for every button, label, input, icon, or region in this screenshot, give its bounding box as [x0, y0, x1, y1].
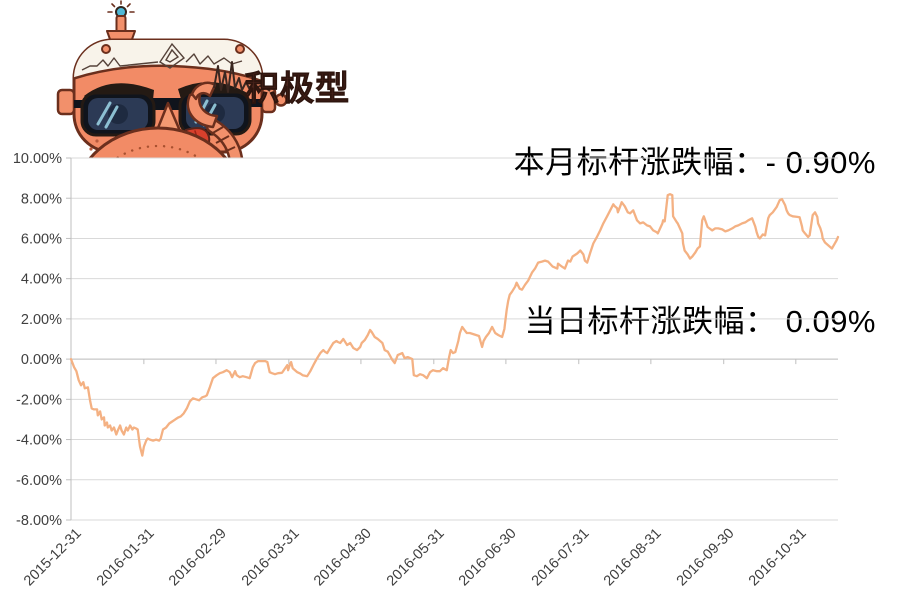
y-tick-label: 4.00%: [21, 272, 62, 288]
robot-antenna-icon: [106, 0, 136, 43]
mascot-robot: 积极型: [56, 0, 350, 158]
x-tick-label: 2016-05-31: [384, 526, 448, 590]
y-tick-label: 2.00%: [21, 312, 62, 328]
robot-body: [88, 126, 228, 158]
signal-waveform-icon: [213, 61, 271, 93]
x-tick-label: 2016-07-31: [529, 526, 593, 590]
y-tick-label: -2.00%: [16, 392, 62, 408]
headline-monthly-change: 本月标杆涨跌幅：- 0.90%: [513, 145, 876, 180]
line-chart: 10.00% 8.00% 6.00% 4.00% 2.00% 0.00% -2.00% -4.…: [13, 151, 840, 590]
y-tick-label: -6.00%: [16, 473, 62, 489]
y-tick-label: 10.00%: [13, 151, 62, 167]
headline: 本月标杆涨跌幅：- 0.90% 当日标杆涨跌幅： 0.09%: [514, 30, 876, 454]
y-tick-label: 0.00%: [21, 352, 62, 368]
x-tick-label: 2016-02-29: [166, 526, 230, 590]
y-tick-label: 8.00%: [21, 191, 62, 207]
x-tick-label: 2016-09-30: [674, 526, 738, 590]
right-knob: [274, 93, 288, 107]
x-tick-label: 2016-06-30: [456, 526, 520, 590]
headline-daily-change: 当日标杆涨跌幅： 0.09%: [524, 304, 876, 339]
mascot-badge-text: 积极型: [245, 70, 350, 108]
cap-diamond: [159, 42, 186, 69]
x-tick-label: 2016-01-31: [94, 526, 158, 590]
x-tick-label: 2016-03-31: [239, 526, 303, 590]
x-tick-label: 2015-12-31: [21, 526, 85, 590]
x-tick-label: 2016-08-31: [601, 526, 665, 590]
cap-squiggle: [81, 53, 243, 71]
y-tick-label: -8.00%: [16, 513, 62, 529]
y-tick-label: 6.00%: [21, 232, 62, 248]
x-tick-label: 2016-10-31: [746, 526, 810, 590]
benchmark-line-series: [69, 193, 840, 457]
robot-arm: [186, 81, 244, 158]
left-bolt: [56, 88, 76, 116]
y-tick-label: -4.00%: [16, 433, 62, 449]
x-tick-label: 2016-04-30: [311, 526, 375, 590]
